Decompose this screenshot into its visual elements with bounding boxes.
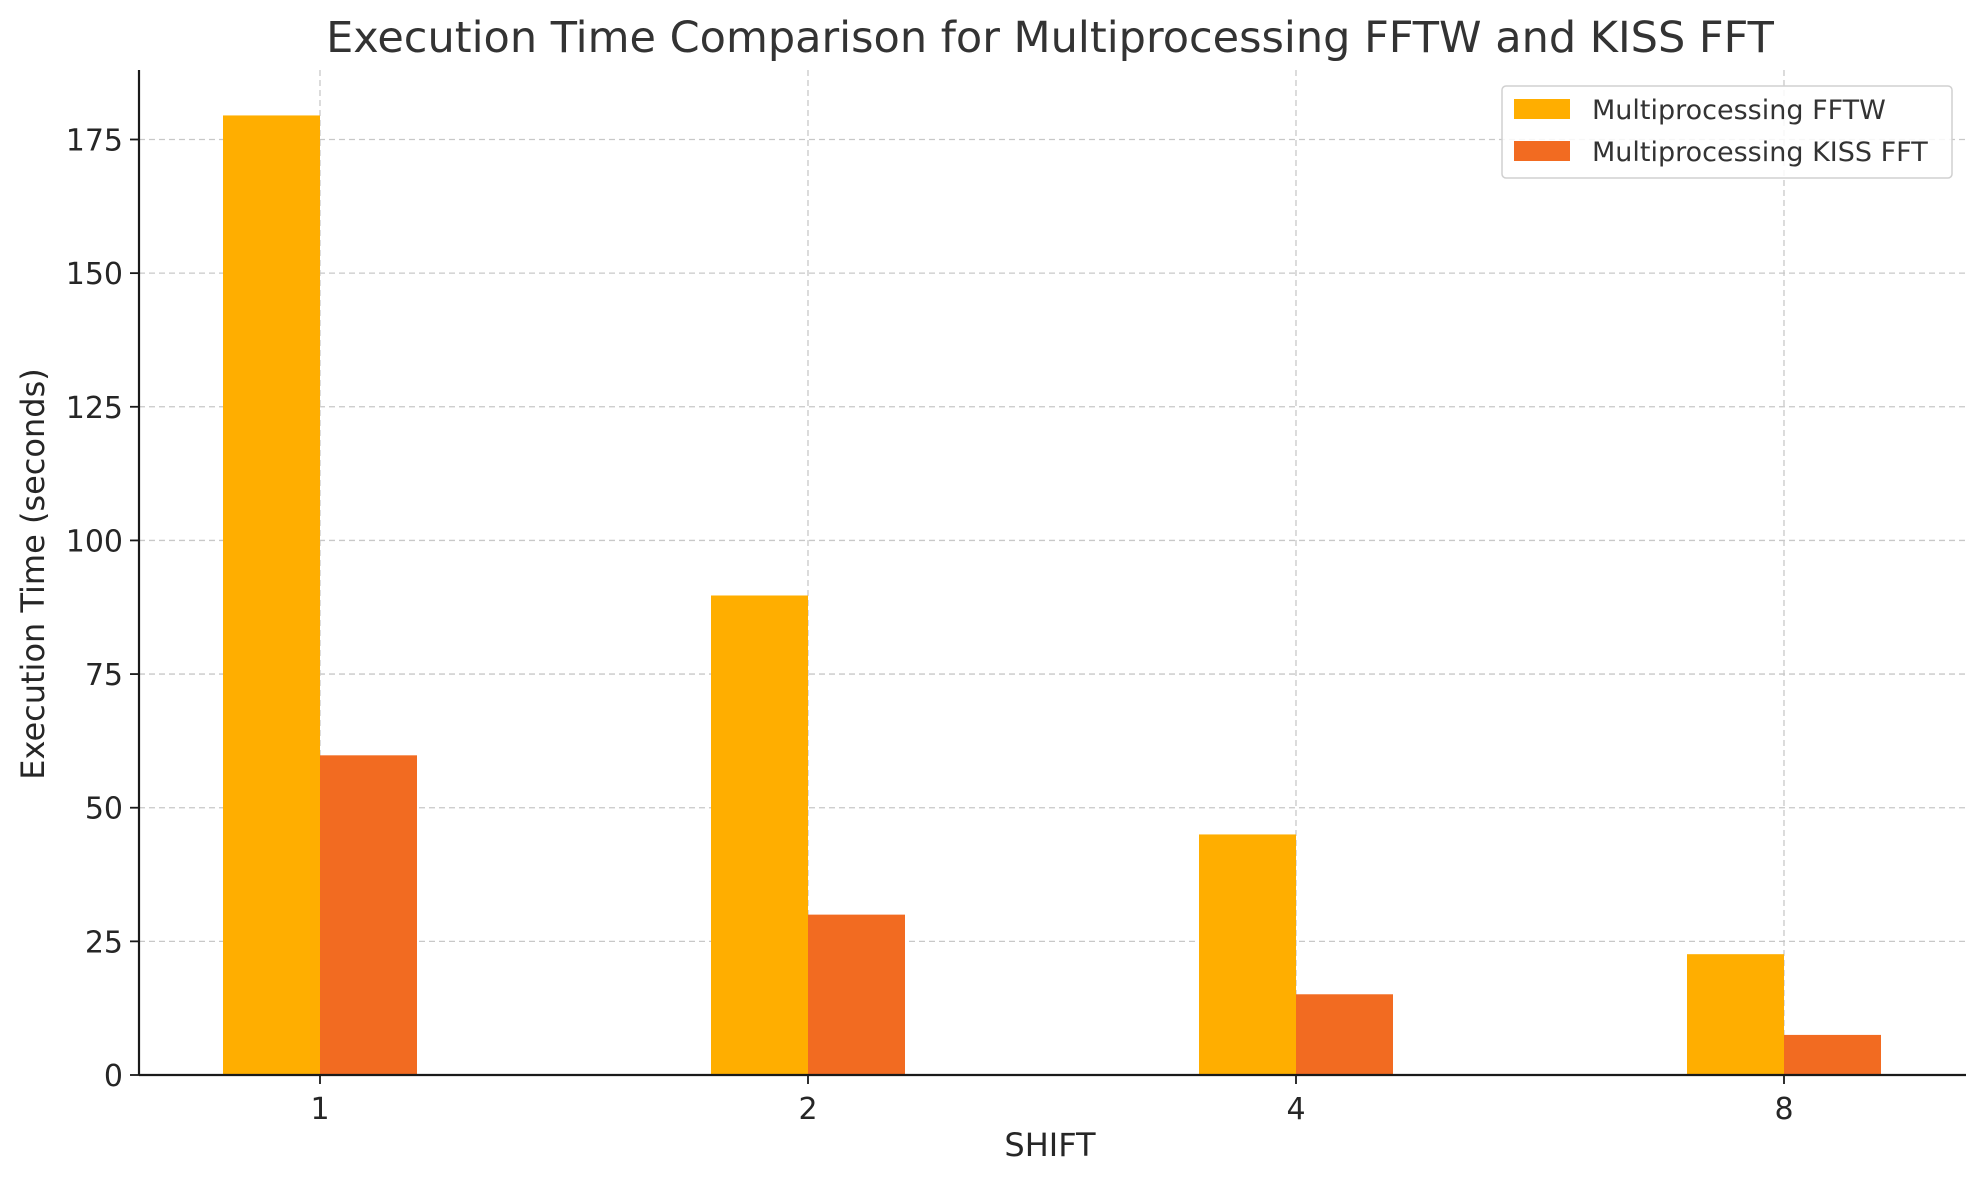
bar-fftw-8	[1687, 954, 1784, 1075]
legend-label: Multiprocessing KISS FFT	[1592, 137, 1928, 168]
bar-fftw-4	[1199, 834, 1296, 1075]
bar-kiss-fft-8	[1784, 1034, 1881, 1075]
legend-swatch	[1514, 99, 1570, 119]
ticks-layer: 0 25 50 75 100 125 150 175 1 2 4 8	[66, 123, 1794, 1127]
bar-kiss-fft-4	[1296, 994, 1393, 1075]
x-tick-label: 1	[310, 1092, 329, 1127]
y-tick-label: 75	[85, 658, 123, 693]
y-tick-label: 50	[85, 792, 123, 827]
legend: Multiprocessing FFTW Multiprocessing KISS…	[1501, 85, 1953, 179]
legend-swatch	[1514, 141, 1570, 161]
bar-fftw-1	[223, 115, 320, 1075]
chart-title: Execution Time Comparison for Multiproce…	[326, 13, 1775, 63]
bar-fftw-2	[711, 595, 808, 1075]
axes-layer	[137, 70, 1966, 1077]
y-tick-label: 175	[66, 123, 123, 158]
y-tick-label: 150	[66, 257, 123, 292]
bar-kiss-fft-2	[808, 914, 905, 1075]
y-axis-title: Execution Time (seconds)	[14, 368, 52, 779]
x-axis-title: SHIFT	[1004, 1126, 1096, 1164]
bar-kiss-fft-1	[320, 755, 417, 1075]
legend-box	[1501, 85, 1953, 179]
bars-layer	[223, 115, 1881, 1075]
legend-label: Multiprocessing FFTW	[1592, 95, 1886, 126]
x-tick-label: 2	[798, 1092, 817, 1127]
x-tick-label: 8	[1774, 1092, 1793, 1127]
y-tick-label: 25	[85, 925, 123, 960]
y-tick-label: 0	[104, 1059, 123, 1094]
x-tick-label: 4	[1286, 1092, 1305, 1127]
y-tick-label: 100	[66, 524, 123, 559]
y-tick-label: 125	[66, 391, 123, 426]
